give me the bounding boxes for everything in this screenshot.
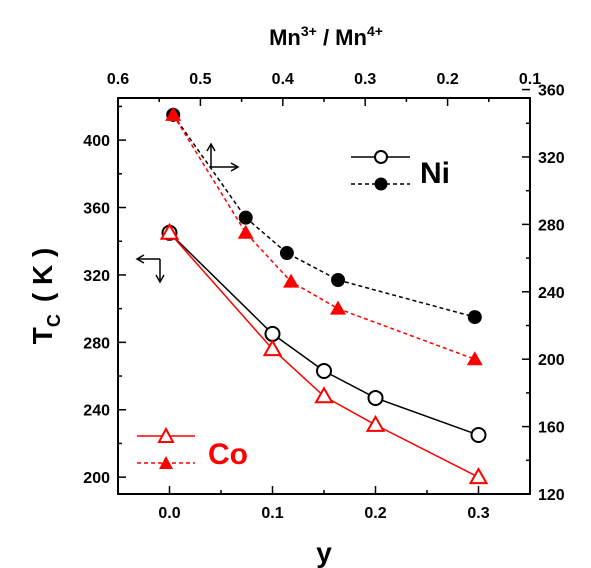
right-y-tick-label: 280: [538, 217, 565, 234]
right-y-tick-label: 160: [538, 420, 565, 437]
data-point-ni-filled-circle: [331, 272, 346, 287]
top-x-tick-label: 0.4: [272, 71, 294, 88]
x-tick-label: 0.3: [467, 505, 489, 522]
right-y-tick-label: 200: [538, 352, 565, 369]
y-axis-title-sub: C: [44, 314, 64, 327]
data-point-ni-open-circle: [264, 325, 281, 342]
x-tick-label: 0.2: [364, 505, 386, 522]
data-point-co-open-triangle: [262, 339, 283, 357]
y-axis-title: TC ( K ): [27, 248, 64, 345]
legend-ni: Ni: [351, 150, 450, 191]
ticks-layer: 0.0 0.1 0.2 0.3 200 240 280 320 360 400 0.6 0.5 0.4 0…: [83, 71, 565, 522]
arrow-left-bottom: [135, 254, 165, 284]
data-point-ni-open-circle: [316, 362, 332, 379]
right-y-tick-label: 240: [538, 285, 565, 302]
y-tick-label: 400: [83, 133, 110, 150]
data-point-co-open-triangle: [314, 386, 334, 404]
legend-co-open-triangle: [157, 426, 175, 443]
top-x-tick-label: 0.1: [519, 71, 541, 88]
legend-co: Co: [137, 426, 248, 471]
legend-ni-label: Ni: [420, 157, 450, 190]
top-axis-title-mid: / Mn: [317, 25, 367, 50]
data-point-co-filled-triangle: [330, 300, 347, 315]
data-point-co-filled-triangle: [165, 106, 182, 121]
y-tick-label: 200: [83, 470, 110, 487]
top-x-tick-label: 0.5: [189, 71, 211, 88]
data-point-ni-open-circle: [367, 389, 384, 406]
top-axis-title-base1: Mn: [269, 25, 301, 50]
top-x-tick-label: 0.3: [354, 71, 376, 88]
top-axis-title: Mn3+ / Mn4+: [269, 23, 383, 50]
y-axis-title-unit: ( K ): [27, 248, 58, 302]
y-axis-title-main: T: [27, 327, 58, 344]
top-x-tick-label: 0.2: [436, 71, 458, 88]
top-x-tick-label: 0.6: [107, 71, 129, 88]
series-line-ni-dashed: [172, 114, 475, 318]
y-tick-label: 320: [83, 268, 110, 285]
legend-ni-open-circle: [374, 150, 388, 164]
data-point-co-filled-triangle: [466, 351, 483, 366]
data-point-co-filled-triangle: [237, 224, 254, 239]
series-layer: [159, 106, 489, 485]
series-line-ni-solid: [168, 232, 479, 436]
arrow-top-right: [206, 142, 240, 172]
x-tick-label: 0.0: [158, 505, 180, 522]
plot-frame: [117, 97, 531, 495]
right-y-tick-label: 120: [538, 487, 565, 504]
top-axis-title-sup1: 3+: [301, 23, 317, 39]
svg-text:TC( K ): TC ( K ): [27, 248, 64, 345]
legend-ni-filled-circle: [374, 177, 388, 191]
data-point-co-open-triangle: [468, 467, 489, 485]
data-point-co-filled-triangle: [283, 273, 300, 288]
legend-co-label: Co: [208, 438, 248, 471]
y-tick-label: 360: [83, 201, 110, 218]
data-point-co-open-triangle: [365, 414, 386, 432]
top-axis-title-sup2: 4+: [367, 23, 383, 39]
y-tick-label: 280: [83, 335, 110, 352]
x-axis-title: y: [316, 537, 332, 568]
data-point-co-open-triangle: [159, 222, 180, 240]
data-point-ni-filled-circle: [238, 210, 253, 225]
y-tick-label: 240: [83, 403, 110, 420]
data-point-ni-filled-circle: [467, 310, 482, 325]
right-y-tick-label: 360: [538, 83, 565, 100]
data-point-ni-open-circle: [470, 427, 487, 444]
legend-co-filled-triangle: [159, 456, 173, 469]
x-tick-label: 0.1: [261, 505, 283, 522]
right-y-tick-label: 320: [538, 150, 565, 167]
data-point-ni-filled-circle: [279, 246, 294, 261]
series-line-co-dashed: [172, 114, 476, 360]
